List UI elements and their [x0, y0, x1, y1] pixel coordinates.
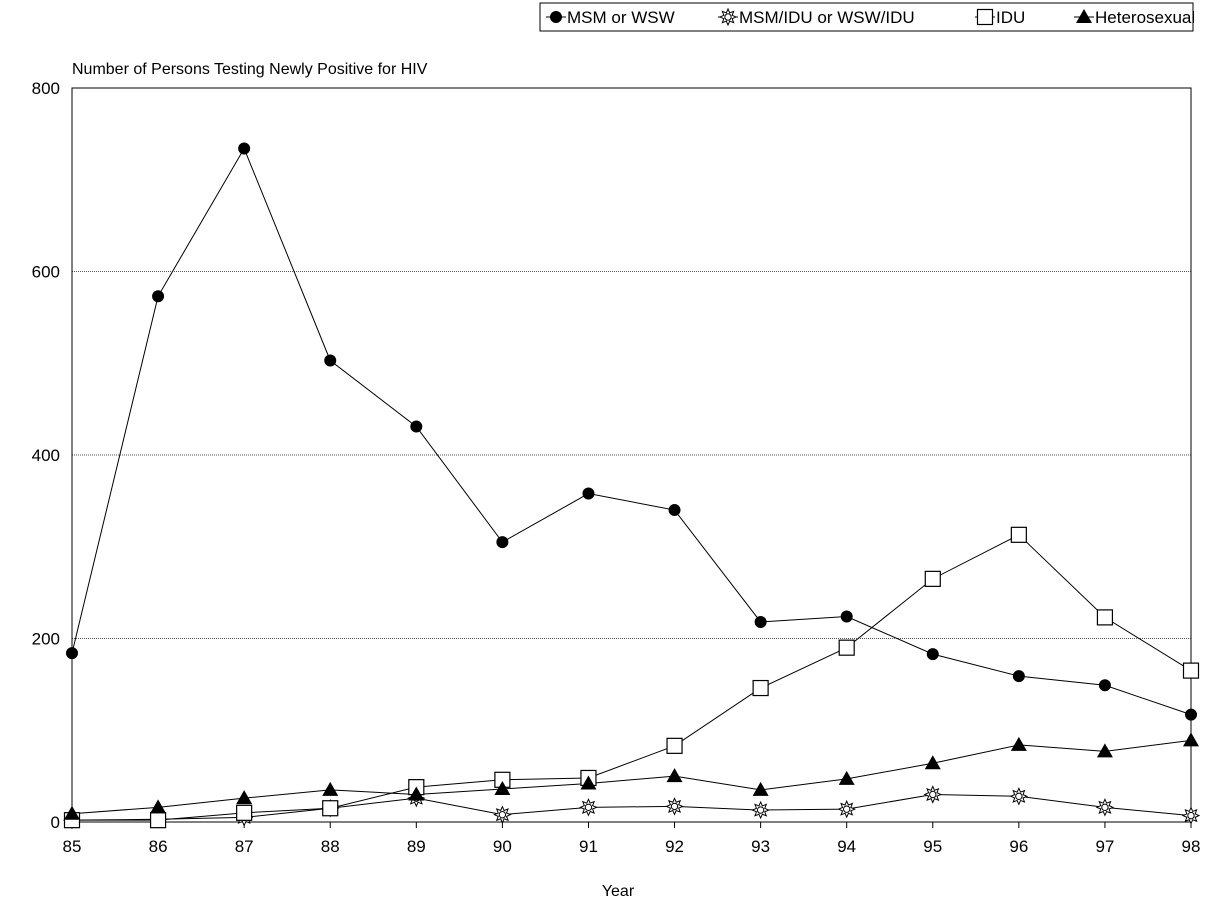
plot-area: 0 200 400 600 800 85 86 87 88 89 90 91 92 93 94 95 96 97…: [32, 79, 1201, 856]
legend-label: MSM/IDU or WSW/IDU: [739, 8, 915, 27]
data-point: [666, 737, 683, 754]
legend-marker: [976, 8, 994, 26]
series-markers: [62, 142, 1201, 830]
legend-item: MSM or WSW: [546, 8, 675, 27]
x-tick-label: 90: [493, 837, 512, 856]
data-point: [837, 799, 856, 819]
y-tick-label: 0: [51, 813, 60, 832]
data-point: [838, 770, 855, 785]
data-point: [923, 785, 942, 804]
data-point: [410, 420, 423, 433]
data-point: [66, 647, 78, 660]
x-tick-label: 89: [407, 837, 426, 856]
data-point: [1098, 679, 1111, 692]
data-point: [840, 610, 853, 623]
x-tick-label: 96: [1009, 837, 1028, 856]
x-tick-label: 93: [751, 837, 770, 856]
x-tick-label: 92: [665, 837, 684, 856]
gridlines: [72, 271, 1191, 639]
x-axis-title: Year: [602, 883, 635, 900]
series-line: [71, 147, 1192, 716]
data-point: [1096, 609, 1114, 626]
y-tick-label: 600: [32, 263, 60, 282]
plot-frame: [71, 87, 1192, 823]
legend-marker: [1076, 9, 1092, 23]
legend-items: MSM or WSW MSM/IDU or WSW/IDU IDU Heterosex…: [546, 7, 1195, 27]
x-tick-label: 85: [63, 837, 82, 856]
x-tick-label: 91: [579, 837, 598, 856]
data-point: [754, 615, 767, 628]
data-point: [752, 781, 769, 796]
data-point: [408, 786, 425, 801]
x-tick-label: 94: [837, 837, 856, 856]
data-point: [238, 142, 251, 155]
data-point: [1181, 806, 1201, 825]
data-point: [152, 290, 165, 303]
legend-marker: [550, 11, 562, 23]
data-point: [236, 804, 253, 821]
data-point: [1182, 662, 1200, 679]
x-tick-label: 87: [235, 837, 254, 856]
data-point: [496, 536, 509, 549]
data-point: [1185, 708, 1197, 721]
data-point: [236, 790, 253, 805]
series-line: [71, 739, 1192, 815]
y-tick-label: 400: [32, 446, 60, 465]
legend-item: MSM/IDU or WSW/IDU: [718, 7, 915, 27]
series-line: [72, 534, 1192, 821]
data-point: [1009, 787, 1029, 806]
x-tick-label: 97: [1095, 837, 1114, 856]
x-tick-label: 86: [149, 837, 168, 856]
data-point: [579, 798, 598, 817]
y-axis: 0 200 400 600 800: [32, 79, 60, 832]
data-point: [1183, 732, 1199, 747]
y-axis-title: Number of Persons Testing Newly Positive…: [72, 61, 428, 78]
legend: MSM or WSW MSM/IDU or WSW/IDU IDU Heterosex…: [539, 2, 1195, 32]
data-point: [494, 780, 511, 795]
legend-label: Heterosexual: [1095, 8, 1195, 27]
data-point: [322, 781, 339, 796]
data-point: [149, 812, 167, 829]
x-axis: 85 86 87 88 89 90 91 92 93 94 95 96 97 98: [63, 822, 1201, 856]
legend-label: IDU: [996, 8, 1025, 27]
data-point: [666, 768, 683, 783]
data-point: [150, 799, 167, 814]
data-point: [1095, 798, 1115, 817]
legend-item: IDU: [975, 8, 1025, 27]
data-point: [580, 775, 597, 790]
x-tick-label: 95: [923, 837, 942, 856]
y-tick-label: 200: [32, 630, 60, 649]
data-point: [752, 679, 769, 697]
data-point: [64, 805, 80, 820]
data-point: [493, 805, 512, 824]
data-point: [322, 800, 339, 817]
legend-label: MSM or WSW: [567, 8, 675, 27]
data-point: [751, 800, 770, 820]
data-point: [665, 797, 684, 816]
data-point: [582, 487, 595, 500]
data-point: [924, 570, 941, 587]
legend-marker: [718, 7, 738, 27]
data-point: [838, 639, 855, 656]
data-point: [924, 755, 941, 770]
data-point: [1096, 743, 1113, 758]
series-lines: [71, 147, 1192, 821]
data-point: [1010, 736, 1027, 751]
data-point: [926, 648, 939, 661]
data-point: [668, 504, 681, 517]
data-point: [1012, 670, 1025, 683]
y-tick-label: 800: [32, 79, 60, 98]
legend-item: Heterosexual: [1074, 8, 1195, 27]
data-point: [324, 354, 337, 367]
data-point: [1010, 526, 1027, 543]
series-line: [71, 793, 1192, 821]
x-tick-label: 98: [1182, 837, 1201, 856]
x-tick-label: 88: [321, 837, 340, 856]
